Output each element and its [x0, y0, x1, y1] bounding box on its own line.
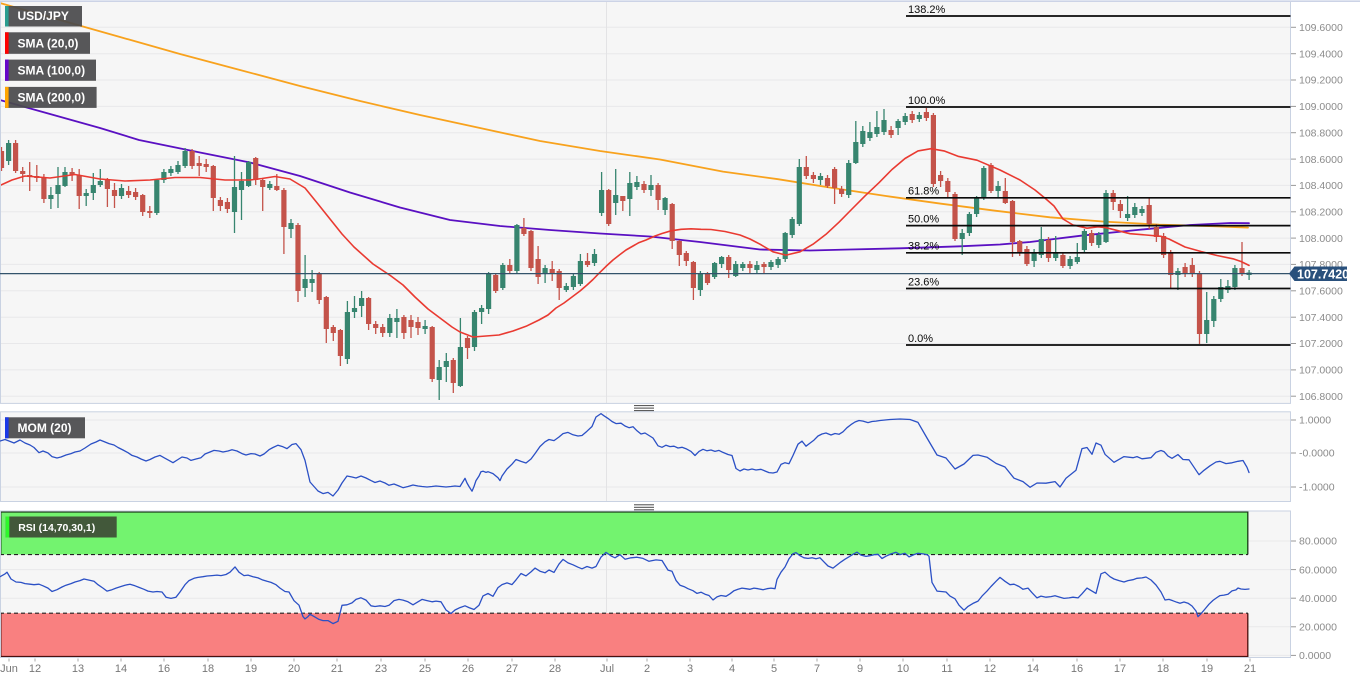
svg-text:61.8%: 61.8% — [908, 186, 939, 198]
svg-text:40.0000: 40.0000 — [1299, 593, 1337, 605]
svg-text:17: 17 — [1114, 663, 1126, 675]
svg-text:MOM (20): MOM (20) — [18, 421, 72, 435]
svg-text:9: 9 — [857, 663, 863, 675]
svg-text:109.6000: 109.6000 — [1299, 22, 1343, 34]
svg-text:RSI (14,70,30,1): RSI (14,70,30,1) — [18, 522, 95, 534]
svg-text:1.0000: 1.0000 — [1299, 415, 1331, 427]
svg-text:19: 19 — [1201, 663, 1213, 675]
svg-text:26: 26 — [462, 663, 474, 675]
svg-text:7: 7 — [814, 663, 820, 675]
svg-text:23: 23 — [375, 663, 387, 675]
svg-text:106.8000: 106.8000 — [1299, 391, 1343, 403]
svg-text:12: 12 — [29, 663, 41, 675]
svg-text:SMA (20,0): SMA (20,0) — [18, 36, 79, 50]
svg-text:100.0%: 100.0% — [908, 95, 946, 107]
svg-text:2: 2 — [644, 663, 650, 675]
svg-text:0.0%: 0.0% — [908, 333, 933, 345]
svg-text:20.0000: 20.0000 — [1299, 622, 1337, 634]
svg-text:3: 3 — [687, 663, 693, 675]
svg-text:107.6000: 107.6000 — [1299, 286, 1343, 298]
svg-text:38.2%: 38.2% — [908, 241, 939, 253]
svg-text:14: 14 — [115, 663, 127, 675]
svg-text:108.4000: 108.4000 — [1299, 180, 1343, 192]
svg-text:28: 28 — [549, 663, 561, 675]
svg-text:60.0000: 60.0000 — [1299, 564, 1337, 576]
svg-text:109.4000: 109.4000 — [1299, 48, 1343, 60]
svg-text:Jun: Jun — [0, 663, 18, 675]
svg-text:108.8000: 108.8000 — [1299, 127, 1343, 139]
svg-text:-1.0000: -1.0000 — [1299, 482, 1335, 494]
svg-text:Jul: Jul — [600, 663, 614, 675]
svg-text:16: 16 — [1071, 663, 1083, 675]
svg-text:108.0000: 108.0000 — [1299, 233, 1343, 245]
svg-text:109.0000: 109.0000 — [1299, 101, 1343, 113]
svg-text:109.2000: 109.2000 — [1299, 75, 1343, 87]
svg-text:107.7420: 107.7420 — [1297, 268, 1349, 282]
svg-text:107.4000: 107.4000 — [1299, 312, 1343, 324]
svg-text:13: 13 — [72, 663, 84, 675]
svg-text:108.2000: 108.2000 — [1299, 207, 1343, 219]
svg-text:16: 16 — [158, 663, 170, 675]
svg-text:107.0000: 107.0000 — [1299, 365, 1343, 377]
svg-text:21: 21 — [1244, 663, 1256, 675]
svg-text:107.2000: 107.2000 — [1299, 338, 1343, 350]
svg-text:4: 4 — [729, 663, 735, 675]
svg-text:18: 18 — [202, 663, 214, 675]
svg-text:21: 21 — [331, 663, 343, 675]
svg-text:10: 10 — [897, 663, 909, 675]
svg-text:20: 20 — [288, 663, 300, 675]
svg-text:138.2%: 138.2% — [908, 4, 946, 16]
svg-text:0.0000: 0.0000 — [1299, 650, 1331, 662]
svg-text:SMA (200,0): SMA (200,0) — [18, 90, 86, 104]
svg-text:19: 19 — [245, 663, 257, 675]
svg-text:80.0000: 80.0000 — [1299, 536, 1337, 548]
svg-text:108.6000: 108.6000 — [1299, 154, 1343, 166]
svg-text:12: 12 — [984, 663, 996, 675]
svg-text:11: 11 — [941, 663, 952, 675]
svg-text:5: 5 — [771, 663, 777, 675]
svg-text:27: 27 — [506, 663, 518, 675]
svg-text:-0.0000: -0.0000 — [1299, 448, 1335, 460]
svg-text:23.6%: 23.6% — [908, 276, 939, 288]
svg-text:SMA (100,0): SMA (100,0) — [18, 63, 86, 77]
svg-text:25: 25 — [419, 663, 431, 675]
svg-text:USD/JPY: USD/JPY — [18, 9, 69, 23]
svg-text:50.0%: 50.0% — [908, 213, 939, 225]
svg-text:18: 18 — [1157, 663, 1169, 675]
svg-text:14: 14 — [1027, 663, 1039, 675]
